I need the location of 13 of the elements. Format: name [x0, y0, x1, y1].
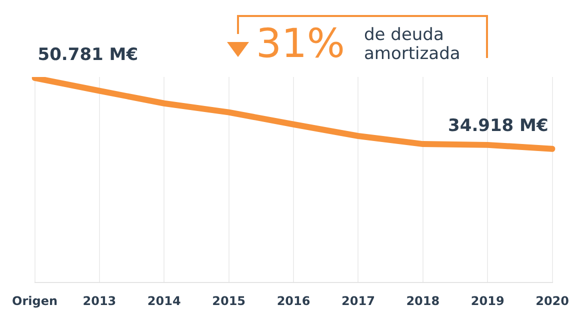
text: 31% [256, 21, 345, 67]
x-tick-label: 2015 [212, 294, 246, 308]
x-tick-label: 2018 [406, 294, 440, 308]
data-label: 50.781 M€ [38, 44, 138, 65]
x-tick-label: Origen [12, 294, 58, 308]
x-tick-label: 2019 [470, 294, 504, 308]
data-label: 34.918 M€ [448, 116, 548, 136]
x-tick-label: 2013 [82, 294, 116, 308]
x-tick-label: 2017 [342, 294, 375, 308]
text: de deuda amortizada [364, 25, 462, 64]
x-tick-label: 2014 [147, 294, 181, 308]
x-tick-label: 2020 [536, 294, 570, 308]
x-tick-label: 2016 [276, 294, 310, 308]
